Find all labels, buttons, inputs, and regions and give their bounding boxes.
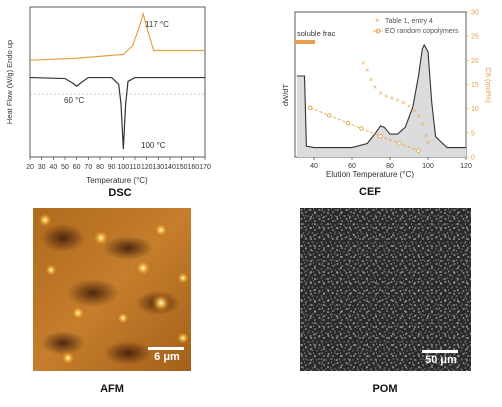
pom-scalebar [422, 350, 458, 353]
cef-point-table1: × [413, 108, 417, 115]
legend-entry-eo: EO random copolymers [385, 28, 459, 35]
cef-point-eo [416, 148, 421, 153]
pom-image: 50 μm [300, 208, 471, 371]
cef-point-eo [378, 133, 383, 139]
cef-y2tick-label: 30 [471, 10, 479, 17]
dsc-caption: DSC [108, 187, 132, 199]
dsc-peak-label-117: 117 °C [145, 20, 169, 29]
pom-scalebar-label: 50 μm [425, 354, 457, 366]
cef-point-eo [397, 141, 402, 146]
dsc-series-line-0 [29, 11, 205, 61]
dsc-xtick-label: 30 [38, 164, 46, 171]
soluble-fraction-label: soluble frac [297, 29, 336, 38]
dsc-xlabel: Temperature (°C) [86, 176, 148, 185]
cef-xtick-label: 100 [422, 163, 434, 170]
cef-caption: CEF [359, 186, 381, 198]
cef-point-table1: × [373, 84, 377, 91]
cef-point-table1: × [416, 113, 420, 120]
dsc-xtick-label: 100 [117, 164, 129, 171]
cef-dwdt-line [296, 43, 466, 149]
dsc-peak-label-100: 100 °C [141, 141, 166, 150]
cef-xtick-label: 40 [310, 163, 318, 170]
legend-marker-x: × [375, 16, 380, 25]
cef-y2tick-label: 10 [471, 106, 479, 113]
afm-caption: AFM [100, 383, 124, 395]
cef-xlabel: Elution Temperature (°C) [326, 170, 414, 179]
cef-y2tick-label: 25 [471, 34, 479, 41]
cef-chart: dW/dT C8 (mol%) 40 60 80 100 120 0 5 10 15 20 25 3… [281, 10, 493, 180]
dsc-xtick-label: 90 [108, 164, 116, 171]
cef-y2tick-label: 15 [471, 82, 479, 89]
cef-xtick-label: 60 [348, 163, 356, 170]
pom-caption: POM [372, 383, 398, 395]
dsc-xtick-label: 20 [26, 164, 34, 171]
cef-point-table1: × [378, 91, 382, 98]
cef-point-table1: × [407, 103, 411, 110]
dsc-xtick-label: 110 [129, 164, 140, 171]
dsc-series-line-1 [29, 76, 205, 150]
dsc-xtick-label: 170 [199, 164, 211, 171]
afm-image: 6 μm [33, 208, 191, 371]
cef-y2label: C8 (mol%) [484, 67, 493, 103]
dsc-xtick-label: 40 [49, 164, 57, 171]
dsc-xtick-label: 50 [61, 164, 69, 171]
dsc-xtick-label: 120 [141, 164, 153, 171]
cef-y2tick-label: 0 [471, 155, 475, 162]
dsc-xtick-label: 130 [152, 164, 164, 171]
cef-point-table1: × [401, 100, 405, 107]
afm-scalebar-label: 6 μm [154, 351, 180, 363]
cef-point-table1: × [361, 60, 365, 67]
cef-point-table1: × [426, 140, 430, 147]
cef-point-table1: × [365, 68, 369, 75]
dsc-ylabel: Heat Flow (W/g) Endo up [5, 40, 14, 124]
cef-legend: × Table 1, entry 4 EO random copolymers [373, 16, 459, 35]
legend-marker-circle [375, 28, 381, 34]
dsc-xtick-label: 160 [187, 164, 199, 171]
cef-point-eo [307, 105, 313, 110]
cef-xtick-label: 80 [386, 163, 394, 170]
dsc-xtick-label: 150 [176, 164, 188, 171]
cef-point-table1: × [420, 122, 424, 129]
soluble-fraction-bar [295, 40, 315, 44]
dsc-xtick-label: 80 [96, 164, 104, 171]
dsc-xtick-label: 70 [84, 164, 92, 171]
cef-point-table1: × [424, 133, 428, 140]
dsc-chart: Heat Flow (W/g) Endo up 20 30 40 50 60 70 80 90… [5, 6, 211, 185]
cef-point-eo [345, 120, 351, 126]
cef-point-table1: × [384, 94, 388, 101]
dsc-peak-label-60: 60 °C [64, 96, 84, 105]
dsc-xtick-label: 60 [73, 164, 81, 171]
cef-point-table1: × [396, 97, 400, 104]
cef-dwdt-area [296, 44, 466, 158]
cef-y2tick-label: 5 [471, 130, 475, 137]
legend-entry-table1: Table 1, entry 4 [385, 18, 433, 25]
cef-y2tick-label: 20 [471, 58, 479, 65]
dsc-xtick-label: 140 [164, 164, 176, 171]
cef-ylabel: dW/dT [281, 84, 290, 107]
cef-point-eo [326, 113, 332, 118]
afm-scalebar [148, 347, 184, 350]
cef-point-table1: × [390, 96, 394, 103]
cef-point-eo [359, 126, 364, 131]
cef-xtick-label: 120 [460, 163, 472, 170]
cef-point-table1: × [369, 77, 373, 84]
